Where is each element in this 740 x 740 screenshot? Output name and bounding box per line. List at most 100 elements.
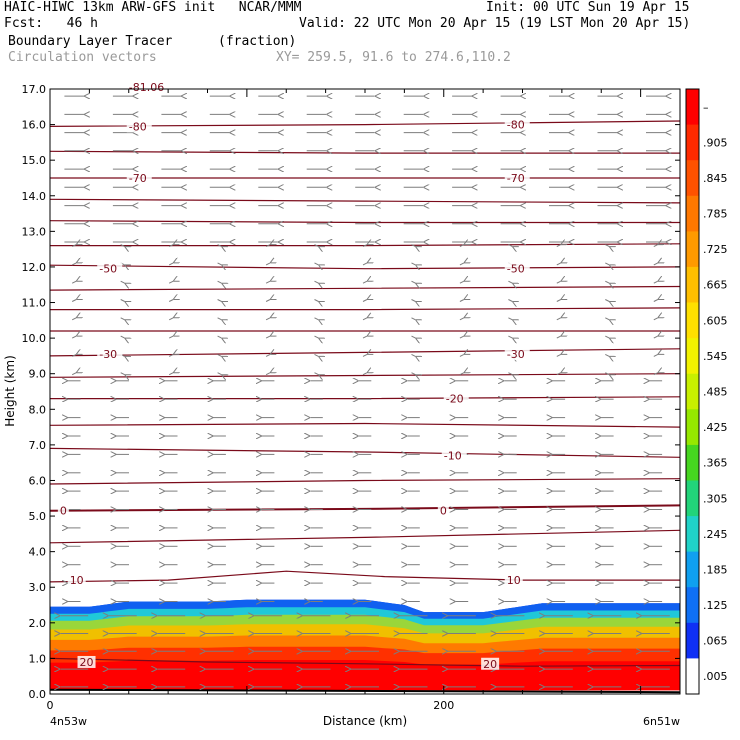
vector-arrow bbox=[168, 373, 173, 376]
vector-arrow bbox=[265, 354, 270, 357]
contour-labels: 20 20 10 10 0 0 -10 -20 -30 -30 -50 -50 -70 -70 -80 -80… bbox=[57, 81, 530, 671]
vector-arrow bbox=[314, 262, 319, 265]
vector-arrow bbox=[217, 335, 222, 338]
header-init: Init: 00 UTC Sun 19 Apr 15 bbox=[486, 0, 690, 15]
vector-arrow bbox=[265, 318, 270, 321]
vector-arrow bbox=[362, 300, 367, 302]
contour-line bbox=[50, 150, 680, 154]
colorbar-label: .665 bbox=[703, 279, 728, 292]
colorbar-swatch bbox=[686, 302, 699, 339]
x-tick-label: 0 bbox=[47, 699, 54, 712]
vector-arrow bbox=[653, 373, 658, 376]
contour-line bbox=[50, 373, 680, 378]
vector-arrow bbox=[120, 372, 125, 375]
vector-arrow bbox=[556, 354, 561, 357]
y-tick-label: 8.0 bbox=[29, 403, 47, 416]
contour-label: -70 bbox=[507, 172, 525, 185]
contour-label-bg bbox=[504, 171, 530, 184]
vector-arrow bbox=[411, 372, 416, 375]
vector-arrow bbox=[314, 335, 319, 338]
vector-arrow bbox=[411, 299, 416, 302]
y-tick-label: 13.0 bbox=[22, 225, 47, 238]
x-axis-label: Distance (km) bbox=[323, 714, 407, 728]
vector-arrow bbox=[605, 262, 609, 265]
vector-arrow bbox=[168, 300, 173, 302]
axes: 0.0 1.0 2.0 3.0 4.0 5.0 6.0 7.0 8.0 9.0 10.0 11.0 12… bbox=[22, 83, 681, 712]
contour-label: 0 bbox=[60, 505, 67, 518]
header-field1: Boundary Layer Tracer bbox=[8, 34, 173, 49]
colorbar-label: .425 bbox=[703, 421, 728, 434]
contour-line bbox=[50, 447, 680, 458]
y-tick-label: 14.0 bbox=[22, 190, 47, 203]
colorbar-swatch bbox=[686, 444, 699, 481]
vector-arrow bbox=[459, 300, 464, 302]
vector-arrow bbox=[411, 244, 416, 247]
colorbar-swatch bbox=[686, 89, 699, 126]
vector-arrow bbox=[411, 262, 416, 265]
vector-arrow bbox=[653, 318, 658, 321]
y-tick-label: 9.0 bbox=[29, 368, 47, 381]
vector-arrow bbox=[605, 280, 609, 283]
vector-arrow bbox=[362, 373, 367, 376]
colorbar-swatch bbox=[686, 266, 699, 303]
vector-arrow bbox=[411, 280, 416, 283]
y-tick-label: 7.0 bbox=[29, 439, 47, 452]
vector-arrow bbox=[508, 372, 512, 375]
colorbar-swatch bbox=[686, 195, 699, 232]
vector-arrow bbox=[459, 245, 464, 248]
vector-arrow bbox=[508, 299, 512, 302]
vector-arrow bbox=[168, 281, 173, 284]
vector-arrow bbox=[265, 281, 270, 284]
vector-arrow bbox=[120, 244, 125, 247]
vector-arrow bbox=[605, 299, 609, 302]
contour-label: 20 bbox=[80, 656, 94, 669]
vector-arrow bbox=[265, 245, 270, 248]
contour-label: -20 bbox=[446, 393, 464, 406]
vector-arrow bbox=[265, 263, 270, 266]
contour-label: 20 bbox=[483, 658, 497, 671]
vector-arrow bbox=[362, 318, 367, 321]
contour-label: 0 bbox=[440, 505, 447, 518]
colorbar-label: .905 bbox=[703, 136, 728, 149]
vector-arrow bbox=[556, 281, 561, 284]
vector-arrow bbox=[605, 335, 609, 338]
colorbar-label: .185 bbox=[703, 563, 728, 576]
vector-arrow bbox=[168, 318, 173, 321]
contour-label: 10 bbox=[507, 574, 521, 587]
vector-arrow bbox=[653, 336, 658, 339]
contour-line bbox=[50, 478, 680, 485]
contour-label-bg bbox=[77, 655, 96, 668]
vector-arrow bbox=[168, 245, 173, 248]
vector-arrow bbox=[217, 372, 222, 375]
vector-arrow bbox=[71, 373, 76, 376]
vector-arrow bbox=[168, 263, 173, 266]
colorbar-label: .725 bbox=[703, 243, 728, 256]
colorbar-label: .485 bbox=[703, 386, 728, 399]
colorbar-swatch bbox=[686, 124, 699, 161]
x-tick-label: 200 bbox=[433, 699, 454, 712]
contour-label-bg bbox=[126, 171, 152, 184]
vector-arrow bbox=[556, 245, 561, 248]
contour-label-bg bbox=[441, 449, 467, 462]
vector-arrow bbox=[459, 263, 464, 266]
vector-arrow bbox=[71, 281, 76, 284]
vector-arrow bbox=[314, 372, 319, 375]
colorbar-swatch bbox=[686, 516, 699, 553]
vector-arrow bbox=[71, 263, 76, 266]
vector-arrow bbox=[168, 354, 173, 357]
colorbar-swatch bbox=[686, 622, 699, 659]
x-end-label: 6n51w bbox=[643, 715, 680, 728]
vector-arrow bbox=[314, 280, 319, 283]
vector-arrow bbox=[217, 353, 222, 356]
vector-arrow bbox=[459, 354, 464, 357]
y-tick-label: 1.0 bbox=[29, 652, 47, 665]
contour-line bbox=[50, 198, 680, 204]
vector-arrow bbox=[653, 300, 658, 302]
contour-line bbox=[50, 529, 680, 544]
y-tick-label: 3.0 bbox=[29, 581, 47, 594]
colorbar-label: .845 bbox=[703, 172, 728, 185]
vector-arrow bbox=[605, 372, 609, 375]
vector-arrow bbox=[556, 318, 561, 321]
colorbar-swatch bbox=[686, 551, 699, 588]
contour-label: -50 bbox=[507, 263, 525, 276]
